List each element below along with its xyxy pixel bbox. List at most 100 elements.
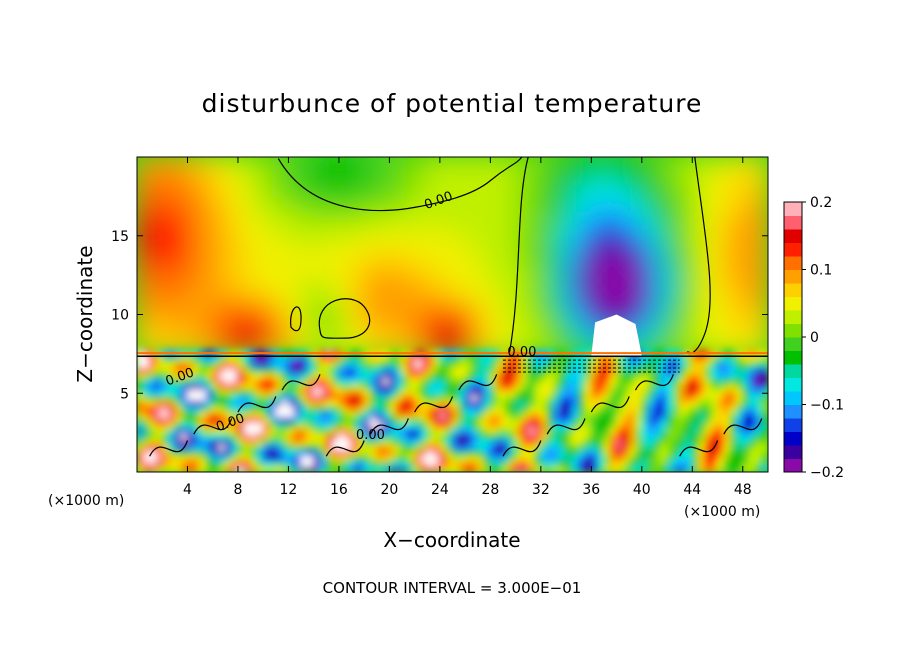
heatmap-cell xyxy=(269,460,277,467)
heatmap-cell xyxy=(137,203,151,214)
heatmap-cell xyxy=(357,432,365,440)
heatmap-cell xyxy=(508,388,517,396)
heatmap-cell xyxy=(672,405,681,412)
heatmap-cell xyxy=(363,163,378,174)
heatmap-cell xyxy=(729,394,737,401)
heatmap-cell xyxy=(741,179,757,190)
heatmap-cell xyxy=(250,377,258,385)
heatmap-cell xyxy=(483,383,491,390)
heatmap-cell xyxy=(262,242,277,253)
heatmap-cell xyxy=(716,282,732,292)
heatmap-cell xyxy=(761,416,768,423)
heatmap-cell xyxy=(445,438,453,445)
heatmap-cell xyxy=(420,410,428,418)
heatmap-cell xyxy=(180,383,188,390)
heatmap-cell xyxy=(236,337,252,347)
heatmap-cell xyxy=(395,432,403,440)
heatmap-cell xyxy=(622,388,630,396)
heatmap-cell xyxy=(300,313,315,324)
heatmap-cell xyxy=(672,366,681,374)
contour-line xyxy=(193,418,233,435)
heatmap-cell xyxy=(199,443,207,451)
heatmap-cell xyxy=(363,258,378,269)
heatmap-cell xyxy=(300,449,308,456)
heatmap-cell xyxy=(628,250,643,261)
heatmap-cell xyxy=(590,195,605,206)
heatmap-cell xyxy=(578,449,586,456)
heatmap-cell xyxy=(161,242,176,253)
heatmap-cell xyxy=(452,361,460,368)
heatmap-cell xyxy=(186,250,202,261)
heatmap-cell xyxy=(565,421,573,429)
heatmap-cell xyxy=(236,297,252,308)
heatmap-cell xyxy=(546,416,554,423)
heatmap-cell xyxy=(717,460,725,467)
heatmap-cell xyxy=(666,388,674,396)
heatmap-cell xyxy=(155,416,163,423)
heatmap-cell xyxy=(224,394,233,401)
heatmap-cell xyxy=(149,421,157,429)
heatmap-cell xyxy=(319,366,327,374)
heatmap-cell xyxy=(338,465,346,472)
heatmap-cell xyxy=(615,282,631,292)
heatmap-cell xyxy=(729,171,744,182)
heatmap-cell xyxy=(729,432,737,440)
heatmap-cell xyxy=(287,266,303,277)
heatmap-cell xyxy=(647,394,655,401)
heatmap-cell xyxy=(552,345,568,355)
heatmap-cell xyxy=(571,443,580,451)
heatmap-cell xyxy=(199,242,214,253)
heatmap-cell xyxy=(211,211,227,221)
heatmap-cell xyxy=(433,454,441,462)
heatmap-cell xyxy=(691,355,700,363)
heatmap-cell xyxy=(438,313,454,324)
heatmap-cell xyxy=(426,226,441,237)
heatmap-cell xyxy=(218,405,226,412)
heatmap-cell xyxy=(218,410,226,418)
heatmap-cell xyxy=(741,187,757,198)
heatmap-cell xyxy=(616,405,624,412)
heatmap-cell xyxy=(577,313,593,324)
heatmap-cell xyxy=(609,449,618,456)
heatmap-cell xyxy=(313,427,321,434)
heatmap-cell xyxy=(754,171,768,182)
heatmap-cell xyxy=(565,313,580,324)
heatmap-cell xyxy=(137,234,151,245)
heatmap-cell xyxy=(173,329,189,340)
heatmap-cell xyxy=(602,171,618,182)
heatmap-cell xyxy=(382,432,390,440)
heatmap-cell xyxy=(211,179,227,190)
heatmap-cell xyxy=(224,179,239,190)
heatmap-cell xyxy=(552,438,561,445)
heatmap-cell xyxy=(685,410,693,418)
heatmap-cell xyxy=(420,438,428,445)
heatmap-cell xyxy=(438,187,454,198)
heatmap-cell xyxy=(571,438,580,445)
heatmap-cell xyxy=(337,163,353,174)
heatmap-cell xyxy=(186,432,195,440)
heatmap-cell xyxy=(249,163,265,174)
heatmap-cell xyxy=(678,179,694,190)
heatmap-cell xyxy=(269,405,277,412)
heatmap-cell xyxy=(754,282,768,292)
heatmap-cell xyxy=(287,179,303,190)
heatmap-cell xyxy=(287,438,296,445)
heatmap-cell xyxy=(325,274,340,284)
heatmap-cell xyxy=(332,416,340,423)
heatmap-cell xyxy=(369,399,378,407)
heatmap-cell xyxy=(660,443,668,451)
heatmap-cell xyxy=(199,394,207,401)
heatmap-cell xyxy=(306,460,315,467)
heatmap-cell xyxy=(274,329,290,340)
heatmap-cell xyxy=(375,337,391,347)
heatmap-cell xyxy=(717,432,725,440)
heatmap-cell xyxy=(501,226,517,237)
heatmap-cell xyxy=(249,337,265,347)
heatmap-cell xyxy=(161,305,176,316)
heatmap-cell xyxy=(634,460,643,467)
heatmap-cell xyxy=(313,355,321,363)
heatmap-cell xyxy=(489,266,504,277)
heatmap-cell xyxy=(236,242,252,253)
heatmap-cell xyxy=(294,443,302,451)
